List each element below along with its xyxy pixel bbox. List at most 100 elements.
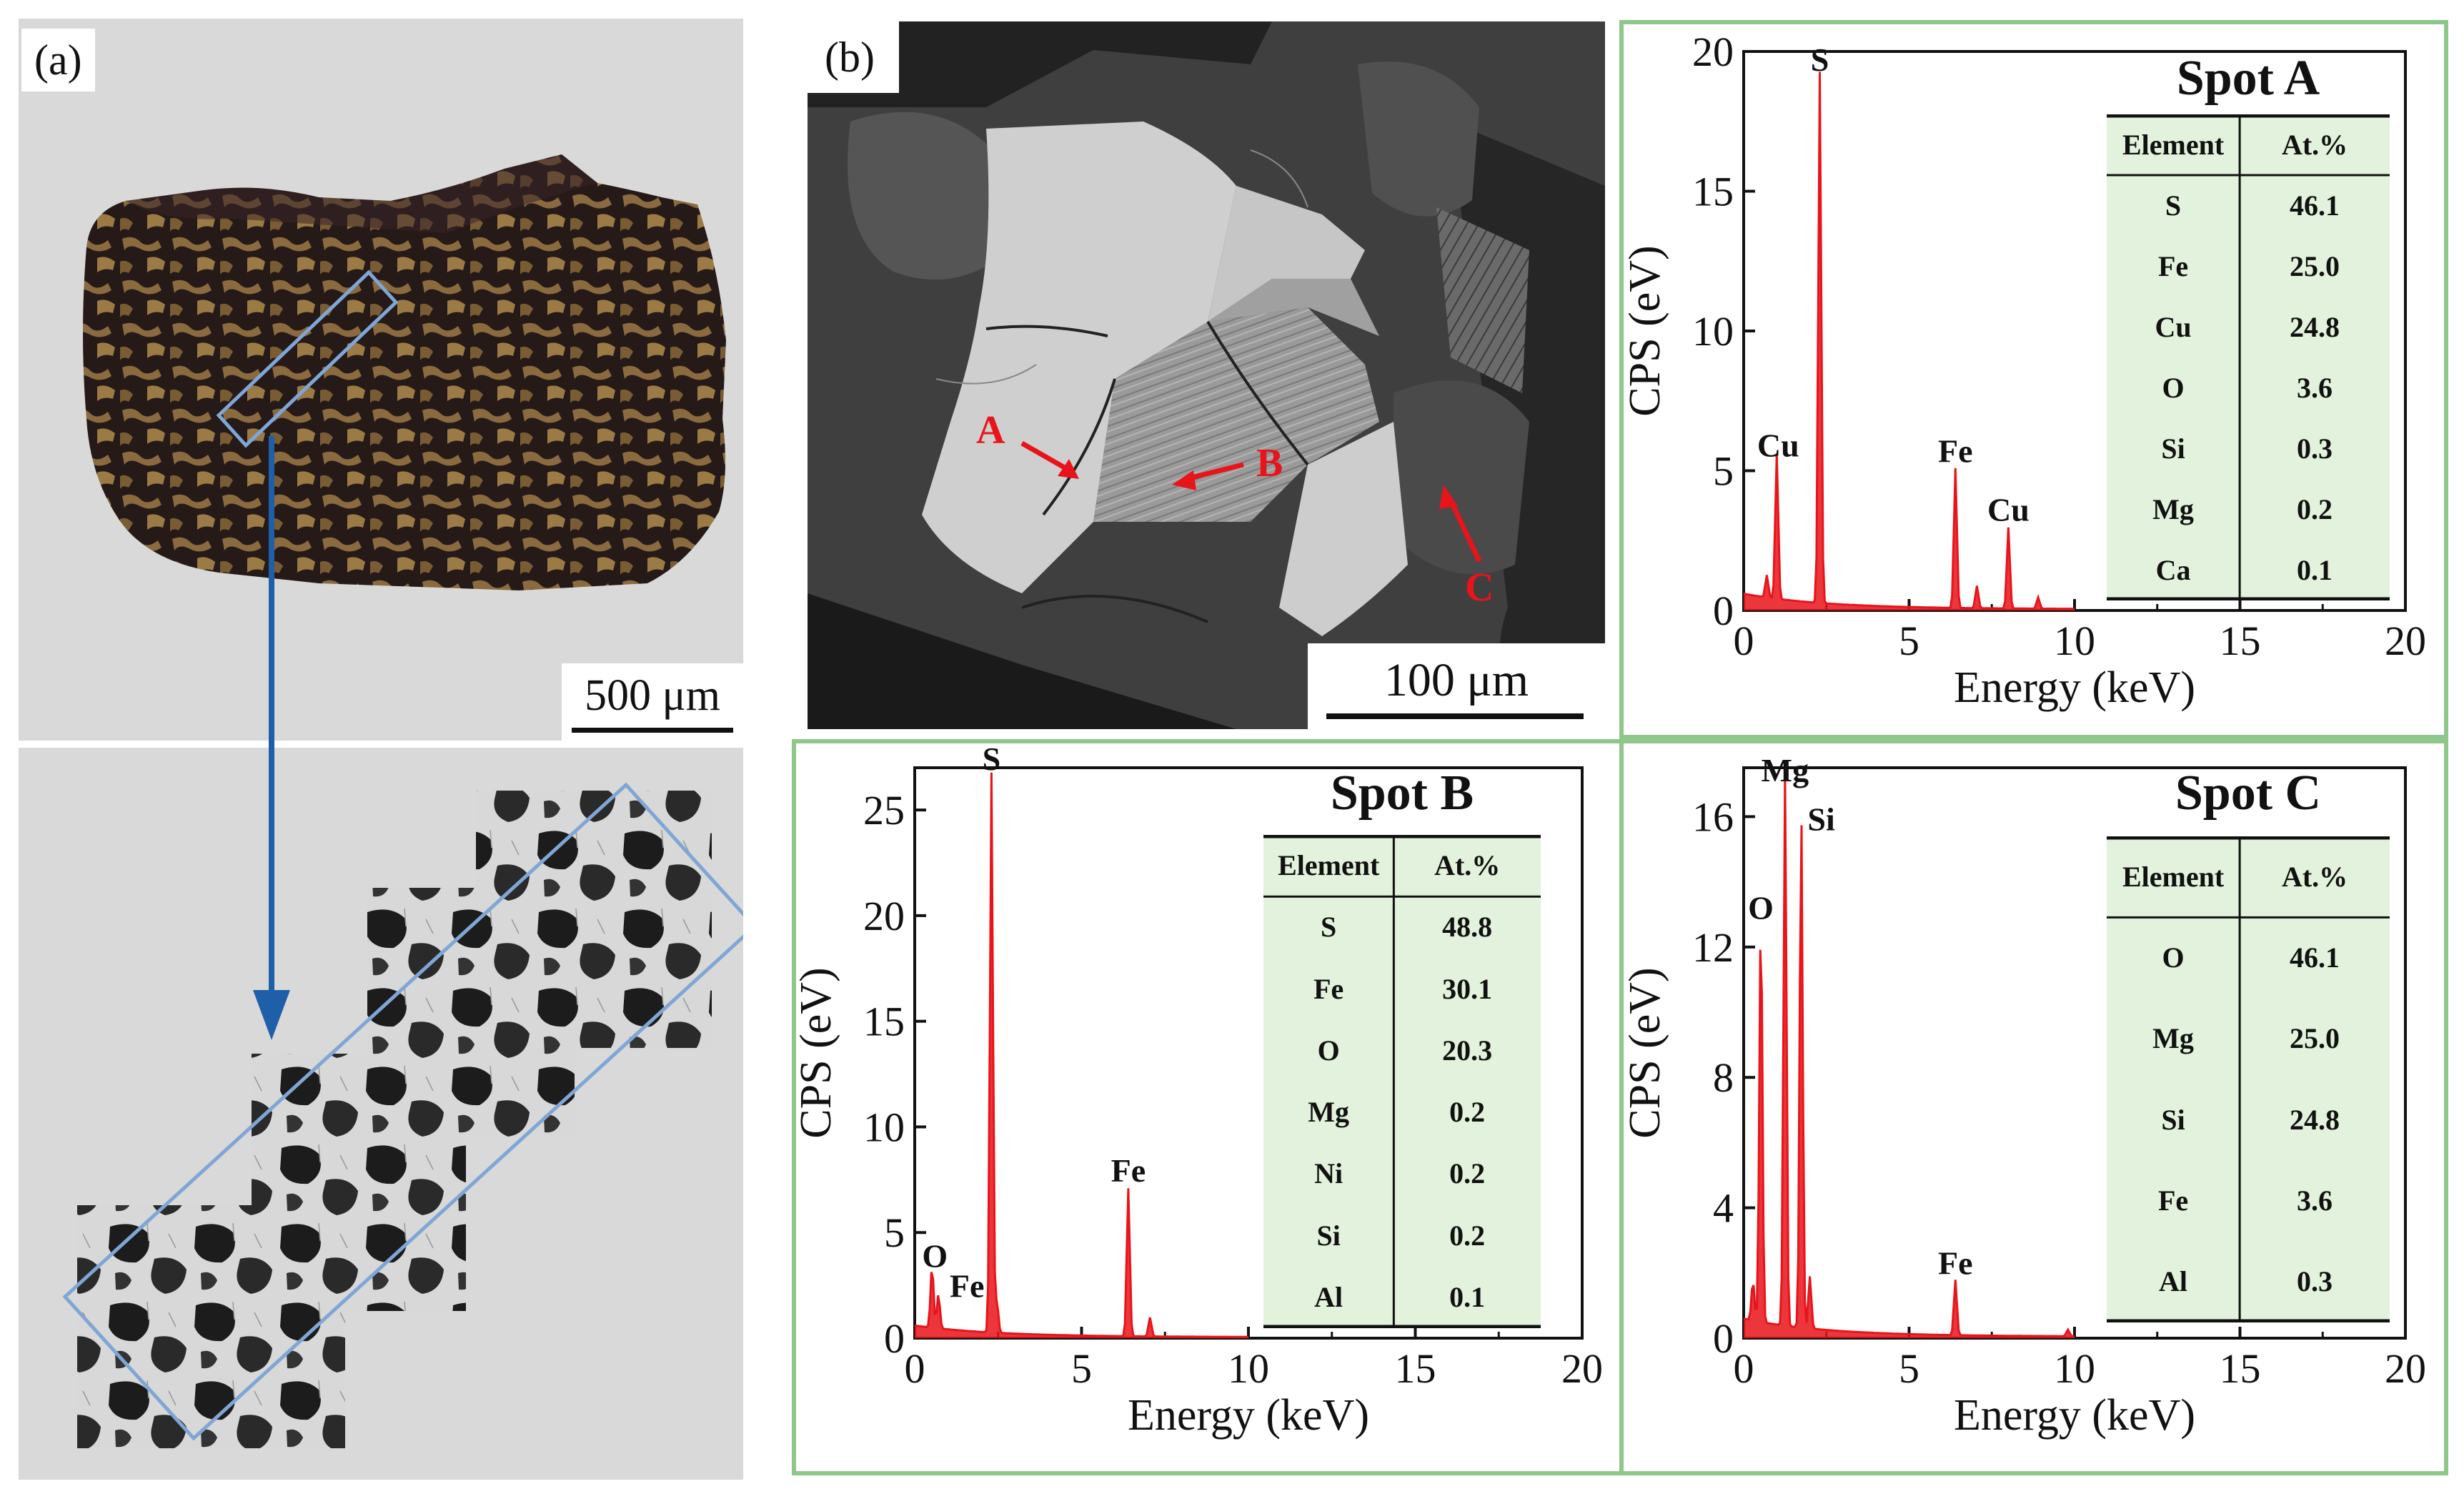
table-rules [2107, 836, 2390, 1322]
spectrum-line [914, 772, 1248, 1338]
title-spot-b: Spot B [1330, 766, 1474, 821]
marker-c: C [1439, 485, 1494, 610]
x-tick-label: 10 [2054, 1345, 2095, 1392]
y-tick-label: 10 [1692, 308, 1734, 355]
table-cell-at: 0.3 [2297, 1265, 2333, 1298]
table-cell-element: Si [2161, 432, 2185, 465]
peak-label: Fe [1938, 433, 1973, 470]
table-cell-element: Si [2161, 1103, 2185, 1136]
peak-label: Si [1807, 801, 1835, 838]
marker-b-label: B [1256, 441, 1283, 485]
table-cell-at: 0.2 [1449, 1157, 1486, 1190]
x-tick-label: 15 [2220, 1345, 2261, 1392]
marker-c-label: C [1465, 565, 1494, 610]
title-spot-a: Spot A [2176, 51, 2320, 106]
table-cell-at: 25.0 [2290, 1022, 2340, 1055]
table-rules [2107, 114, 2390, 600]
x-tick-label: 10 [2054, 618, 2095, 664]
table-cell-element: Ca [2155, 553, 2191, 586]
spectrum-area [1744, 71, 2075, 611]
peak-label: Fe [1111, 1152, 1146, 1189]
x-tick-label: 20 [1561, 1345, 1603, 1392]
marker-b: B [1172, 441, 1283, 490]
x-tick-label: 15 [2220, 618, 2261, 664]
table-header-element: Element [2122, 860, 2225, 893]
selection-box-small [216, 269, 399, 448]
table-cell-element: Si [1316, 1219, 1341, 1252]
frame-spot-a [1619, 20, 2448, 739]
table-cell-at: 30.1 [1442, 972, 1493, 1005]
table-cell-element: Fe [2157, 1184, 2189, 1217]
x-tick-label: 15 [1395, 1345, 1436, 1392]
peak-label: Cu [1757, 427, 1799, 464]
y-tick-label: 15 [863, 999, 905, 1045]
spectrum-line [1743, 71, 2075, 610]
x-tick-label: 5 [1071, 1345, 1092, 1392]
table-cell-element: Mg [2152, 1022, 2194, 1055]
bse-image: A B C [808, 21, 1605, 729]
table-spot-c: Element At.% O 46.1 Mg 25.0 Si 24.8 Fe 3.6 Al 0.3 [2107, 836, 2390, 1322]
x-axis-label: Energy (keV) [1954, 663, 2195, 712]
table-rules [1263, 835, 1541, 1328]
y-tick-label: 0 [884, 1315, 905, 1362]
table-cell-element: S [1321, 911, 1337, 944]
table-cell-element: Al [1314, 1280, 1343, 1313]
table-cell-at: 24.8 [2290, 310, 2340, 343]
y-tick-label: 15 [1692, 169, 1734, 215]
table-cell-at: 0.2 [1449, 1096, 1486, 1129]
marker-a: A [976, 408, 1079, 479]
spectrum-line [1743, 771, 2075, 1337]
title-spot-c: Spot C [2175, 766, 2322, 821]
table-cell-element: Ni [1314, 1157, 1343, 1190]
scale-bar-a: 500 μm [562, 663, 743, 741]
y-tick-label: 16 [1692, 793, 1734, 840]
peak-label: Fe [950, 1268, 985, 1305]
x-axis-label: Energy (keV) [1128, 1391, 1369, 1440]
table-cell-at: 0.1 [2297, 553, 2333, 586]
x-tick-label: 0 [905, 1345, 925, 1392]
table-cell-at: 0.2 [1449, 1219, 1486, 1252]
table-cell-at: 25.0 [2290, 249, 2340, 282]
table-cell-at: 24.8 [2290, 1103, 2340, 1136]
scale-bar-a-label: 500 μm [585, 671, 720, 720]
panel-a-label: (a) [21, 29, 95, 91]
peak-label: Cu [1987, 492, 2030, 528]
x-axis-label: Energy (keV) [1954, 1391, 2195, 1440]
table-cell-at: 48.8 [1442, 911, 1493, 944]
table-cell-element: O [2162, 371, 2185, 404]
table-cell-at: 0.3 [2297, 432, 2333, 465]
spectrum-area [1744, 771, 2075, 1338]
table-cell-element: O [1317, 1034, 1340, 1067]
table-cell-element: Fe [2157, 249, 2189, 282]
y-tick-label: 10 [863, 1104, 905, 1150]
scale-bar-b-label: 100 μm [1383, 654, 1529, 706]
table-cell-element: Mg [1308, 1096, 1350, 1129]
table-cell-at: 0.1 [1449, 1280, 1486, 1313]
scale-bar-a-line [572, 728, 733, 733]
x-tick-label: 20 [2385, 1345, 2426, 1392]
table-spot-b: Element At.% S 48.8 Fe 30.1 O 20.3 Mg 0.2 Ni 0.2 Si 0… [1263, 835, 1541, 1328]
y-tick-label: 25 [863, 787, 905, 833]
table-cell-at: 0.2 [2297, 493, 2333, 525]
selection-box-large [62, 782, 743, 1441]
table-cell-element: Cu [2155, 310, 2192, 343]
x-tick-label: 20 [2385, 618, 2426, 664]
zoom-arrow [253, 436, 290, 1040]
x-tick-label: 5 [1899, 1345, 1919, 1392]
table-header-element: Element [2122, 128, 2225, 161]
table-cell-at: 46.1 [2290, 941, 2340, 974]
peak-label: S [1811, 41, 1829, 78]
table-cell-element: Al [2159, 1265, 2188, 1298]
x-tick-label: 10 [1228, 1345, 1269, 1392]
x-tick-label: 0 [1734, 618, 1754, 664]
y-axis-label: CPS (eV) [1621, 245, 1669, 416]
y-tick-label: 20 [1692, 29, 1734, 75]
scale-bar-b: 100 μm [1308, 643, 1605, 729]
table-cell-at: 3.6 [2297, 1184, 2333, 1217]
y-tick-label: 5 [1713, 448, 1734, 495]
y-tick-label: 20 [863, 893, 905, 939]
peak-label: Fe [1938, 1245, 1973, 1281]
table-spot-a: Element At.% S 46.1 Fe 25.0 Cu 24.8 O 3.6 Si 0.3 Mg 0… [2107, 114, 2390, 600]
y-tick-label: 8 [1713, 1054, 1734, 1101]
